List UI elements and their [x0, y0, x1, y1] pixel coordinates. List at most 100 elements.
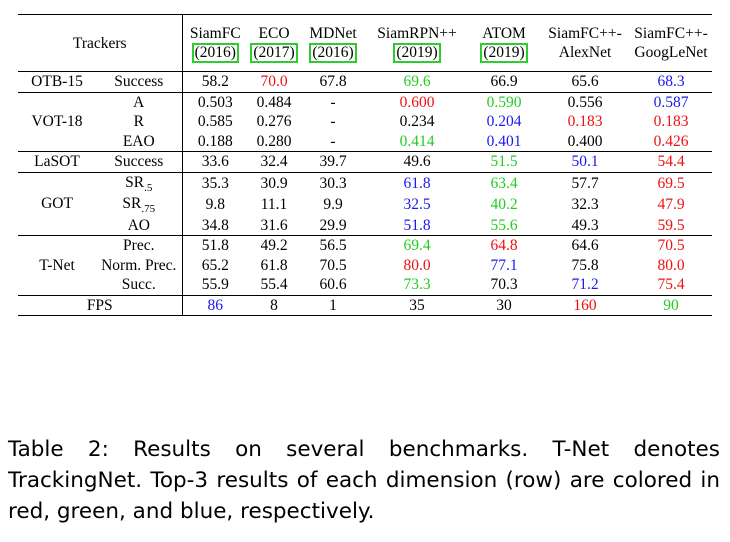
- result-cell: 32.5: [403, 196, 431, 213]
- caption-label: Table 2:: [8, 437, 109, 462]
- column-header-siamfcpp-alexnet: SiamFC++- AlexNet: [540, 14, 631, 72]
- table-row: T-Net Prec. 51.8 49.2 56.5 69.4 64.8 64.6 70.5: [18, 235, 713, 295]
- result-cell: 0.503: [182, 91, 249, 112]
- result-cell: 49.6: [366, 151, 469, 172]
- dataset-label: T-Net: [18, 235, 96, 295]
- result-cell: 67.8: [300, 71, 367, 92]
- citation-box: (2019): [480, 42, 528, 63]
- result-cell: 70.3: [490, 276, 518, 293]
- result-cell: 70.5: [630, 235, 713, 256]
- result-cell: 0.280: [256, 132, 292, 150]
- result-cell: 9.9: [323, 196, 343, 213]
- result-cell: 66.9: [468, 71, 541, 92]
- table-row: LaSOT Success 33.6 32.4 39.7 49.6 51.5 50.1 54.4: [18, 151, 713, 172]
- metric-label: Success: [96, 151, 183, 172]
- result-cell: 39.7: [300, 151, 367, 172]
- result-cell: 33.6: [182, 151, 249, 172]
- result-cell: 65.6: [540, 71, 631, 92]
- result-cell: 70.5: [319, 256, 347, 274]
- result-cell: 56.5: [300, 235, 367, 256]
- fps-cell: 160: [540, 294, 631, 316]
- fps-cell: 90: [630, 294, 713, 316]
- result-cell: 40.2: [490, 196, 518, 213]
- result-cell: 0.414: [399, 132, 435, 150]
- metric-subscript: .5: [144, 181, 153, 194]
- metric-label: SR.5: [96, 171, 183, 194]
- result-cell: 0.204: [486, 113, 522, 130]
- result-cell: 32.4: [248, 151, 301, 172]
- citation-box: (2019): [393, 42, 441, 63]
- result-cell: 80.0: [403, 256, 431, 274]
- result-cell: 30.3: [300, 171, 367, 194]
- result-cell: 0.188: [197, 132, 233, 150]
- table-row: SR.75 9.8 11.1 9.9 32.5 40.2 32.3 47.9: [18, 194, 712, 216]
- result-cell: 0.587: [630, 91, 713, 112]
- metric-label: Prec.: [96, 235, 183, 256]
- result-cell: 80.0: [657, 256, 685, 274]
- result-cell: 0.600: [366, 91, 469, 112]
- table-row: R 0.585 0.276 - 0.234 0.204 0.183 0.183: [18, 112, 712, 132]
- result-cell: 55.4: [260, 276, 288, 293]
- result-cell: 29.9: [319, 216, 347, 234]
- result-cell: 50.1: [540, 151, 631, 172]
- column-header-siamrpn: SiamRPN++ (2019): [366, 14, 469, 72]
- fps-cell: 86: [182, 294, 249, 316]
- result-cell: 75.4: [657, 276, 685, 293]
- fps-cell: 35: [366, 294, 469, 316]
- column-header-eco: ECO (2017): [248, 14, 301, 72]
- table-row: VOT-18 A 0.503 0.484-0.600 0.590 0.556 0.587: [18, 91, 713, 152]
- corner-label: Trackers: [18, 14, 183, 72]
- dataset-label: VOT-18: [18, 91, 96, 152]
- results-table-body: OTB-15 Success 58.2 70.0 67.8 69.6 66.9 65.6 68.…: [18, 71, 713, 316]
- metric-label: EAO: [96, 131, 183, 152]
- result-cell: 75.8: [571, 256, 599, 274]
- column-header-siamfc: SiamFC (2016): [182, 14, 249, 72]
- metric-subscript: .75: [141, 203, 156, 215]
- column-header-atom: ATOM (2019): [468, 14, 541, 72]
- result-cell: 58.2: [182, 71, 249, 92]
- metric-label: A: [96, 91, 183, 112]
- result-cell: 61.8: [366, 171, 469, 194]
- result-cell: 77.1: [490, 256, 518, 274]
- result-cell: 54.4: [630, 151, 713, 172]
- result-cell: 32.3: [571, 196, 599, 213]
- result-cell: 64.6: [540, 235, 631, 256]
- result-cell: 69.4: [366, 235, 469, 256]
- table-caption: Table 2: Results on several benchmarks. …: [8, 434, 720, 527]
- result-cell: 34.8: [201, 216, 229, 234]
- result-cell: -: [300, 91, 367, 112]
- column-header-siamfcpp-googlenet: SiamFC++- GoogLeNet: [630, 14, 713, 72]
- fps-row: FPS 86 8 1 35 30 160 90: [18, 294, 713, 316]
- dataset-label: OTB-15: [18, 71, 96, 92]
- result-cell: 0.484: [248, 91, 301, 112]
- metric-label: AO: [96, 215, 183, 236]
- result-cell: 60.6: [319, 276, 347, 293]
- metric-label: Succ.: [96, 275, 183, 295]
- fps-cell: 1: [300, 294, 367, 316]
- result-cell: 0.556: [540, 91, 631, 112]
- results-table-container: Trackers SiamFC (2016) ECO (2017) MDNet (20…: [18, 14, 713, 316]
- metric-label: Success: [96, 71, 183, 92]
- result-cell: 71.2: [571, 276, 599, 293]
- result-cell: 0.585: [197, 113, 233, 130]
- results-table: Trackers SiamFC (2016) ECO (2017) MDNet (20…: [18, 14, 713, 316]
- caption-text: Results on several benchmarks. T-Net den…: [8, 437, 720, 524]
- table-row: AO 34.8 31.6 29.9 51.8 55.6 49.3 59.5: [18, 215, 712, 236]
- fps-cell: 8: [248, 294, 301, 316]
- result-cell: 59.5: [657, 216, 685, 234]
- result-cell: 70.0: [248, 71, 301, 92]
- result-cell: 35.3: [182, 171, 249, 194]
- table-row: GOT SR.5 35.3 30.9 30.3 61.8 63.4 57.7 69.5: [18, 171, 713, 236]
- table-row: OTB-15 Success 58.2 70.0 67.8 69.6 66.9 65.6 68.…: [18, 71, 713, 92]
- result-cell: 51.8: [182, 235, 249, 256]
- metric-label: R: [96, 112, 183, 132]
- result-cell: 11.1: [260, 196, 288, 213]
- result-cell: 0.183: [567, 113, 603, 130]
- result-cell: 65.2: [201, 256, 229, 274]
- result-cell: -: [330, 132, 336, 150]
- result-cell: 0.426: [653, 132, 689, 150]
- result-cell: 0.590: [468, 91, 541, 112]
- result-cell: 0.276: [256, 113, 292, 130]
- result-cell: 30.9: [248, 171, 301, 194]
- result-cell: -: [330, 113, 336, 130]
